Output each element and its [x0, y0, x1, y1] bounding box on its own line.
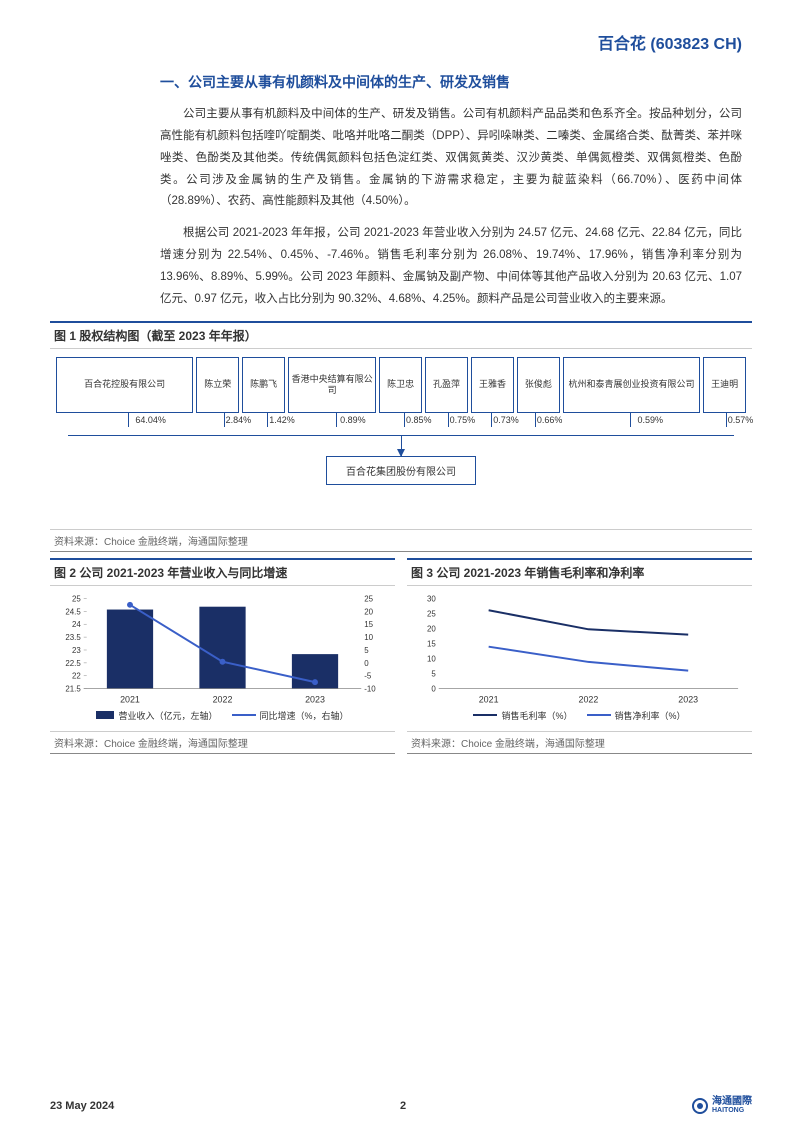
- svg-text:15: 15: [364, 620, 373, 629]
- shareholder-box: 陈卫忠: [379, 357, 422, 413]
- svg-text:-5: -5: [364, 671, 372, 680]
- paragraph-2: 根据公司 2021-2023 年年报，公司 2021-2023 年营业收入分别为…: [160, 223, 742, 310]
- target-company-box: 百合花集团股份有限公司: [326, 456, 476, 485]
- svg-text:23: 23: [72, 646, 81, 655]
- legend-bar: 营业收入（亿元，左轴）: [96, 709, 217, 722]
- logo-icon: [692, 1098, 708, 1114]
- figure-1-block: 图 1 股权结构图（截至 2023 年年报） 百合花控股有限公司陈立荣陈鹏飞香港…: [50, 321, 752, 552]
- svg-text:25: 25: [72, 594, 81, 603]
- legend-line: 同比增速（%，右轴）: [232, 709, 349, 722]
- svg-text:21.5: 21.5: [65, 684, 81, 693]
- page-footer: 23 May 2024 2 海通國際 HAITONG: [0, 1097, 802, 1114]
- svg-text:10: 10: [427, 654, 436, 663]
- shareholder-box: 百合花控股有限公司: [56, 357, 193, 413]
- svg-text:0: 0: [364, 658, 369, 667]
- shareholder-pct: 0.85%: [384, 415, 425, 433]
- svg-text:2023: 2023: [305, 694, 325, 704]
- shareholder-pct: 1.42%: [247, 415, 288, 433]
- footer-page: 2: [400, 1100, 406, 1112]
- shareholder-box: 陈鹏飞: [242, 357, 285, 413]
- figure-3-title: 图 3 公司 2021-2023 年销售毛利率和净利率: [407, 560, 752, 586]
- figure-2-block: 图 2 公司 2021-2023 年营业收入与同比增速 21.5 22 22.5 23…: [50, 558, 395, 754]
- shareholder-pct: 0.75%: [427, 415, 468, 433]
- svg-text:2023: 2023: [678, 694, 698, 704]
- svg-text:24: 24: [72, 620, 81, 629]
- svg-text:20: 20: [364, 607, 373, 616]
- svg-text:5: 5: [364, 646, 369, 655]
- svg-text:24.5: 24.5: [65, 607, 81, 616]
- svg-text:30: 30: [427, 594, 436, 603]
- shareholder-pct: 0.66%: [515, 415, 556, 433]
- chart-pair: 图 2 公司 2021-2023 年营业收入与同比增速 21.5 22 22.5 23…: [50, 558, 752, 754]
- figure-2-source: 资料来源：Choice 金融终端，海通国际整理: [50, 731, 395, 753]
- brand-logo: 海通國際 HAITONG: [692, 1097, 752, 1114]
- shareholder-box: 陈立荣: [196, 357, 239, 413]
- svg-text:22.5: 22.5: [65, 658, 81, 667]
- figure-3-source: 资料来源：Choice 金融终端，海通国际整理: [407, 731, 752, 753]
- legend-gross: 销售毛利率（%）: [473, 709, 572, 722]
- page-header: 百合花 (603823 CH): [0, 0, 802, 62]
- shareholder-box: 杭州和泰青展创业投资有限公司: [563, 357, 700, 413]
- section-1-title: 一、公司主要从事有机颜料及中间体的生产、研发及销售: [160, 72, 642, 92]
- svg-text:22: 22: [72, 671, 81, 680]
- figure-1-title: 图 1 股权结构图（截至 2023 年年报）: [50, 323, 752, 349]
- legend-net: 销售净利率（%）: [587, 709, 686, 722]
- figure-3-legend: 销售毛利率（%） 销售净利率（%）: [411, 709, 748, 722]
- shareholder-pct: 0.89%: [291, 415, 381, 433]
- svg-text:5: 5: [431, 669, 436, 678]
- shareholder-pct: 0.73%: [471, 415, 512, 433]
- svg-text:2022: 2022: [579, 694, 599, 704]
- svg-text:15: 15: [427, 639, 436, 648]
- figure-2-title: 图 2 公司 2021-2023 年营业收入与同比增速: [50, 560, 395, 586]
- footer-date: 23 May 2024: [50, 1100, 114, 1112]
- shareholder-box: 香港中央结算有限公司: [288, 357, 376, 413]
- svg-text:2022: 2022: [213, 694, 233, 704]
- brand-cn: 海通國際: [712, 1097, 752, 1107]
- figure-2-legend: 营业收入（亿元，左轴） 同比增速（%，右轴）: [54, 709, 391, 722]
- svg-text:2021: 2021: [120, 694, 140, 704]
- shareholder-pct: 0.59%: [558, 415, 702, 433]
- svg-text:10: 10: [364, 633, 373, 642]
- org-chart: 百合花控股有限公司陈立荣陈鹏飞香港中央结算有限公司陈卫忠孔盈萍王雅香张俊彪杭州和…: [50, 349, 752, 529]
- figure-3-chart: 0 5 10 15 20 25 30 2021 2022 2023 销售毛利率（%） 销售净利率（…: [407, 586, 752, 731]
- figure-3-block: 图 3 公司 2021-2023 年销售毛利率和净利率 0 5 10 15 20 25 30…: [407, 558, 752, 754]
- figure-2-chart: 21.5 22 22.5 23 23.5 24 24.5 25 -10 -5 0 5 10 15 20 25 2…: [50, 586, 395, 731]
- shareholder-pct: 64.04%: [56, 415, 200, 433]
- shareholder-box: 张俊彪: [517, 357, 560, 413]
- ticker: (603823 CH): [650, 36, 742, 53]
- paragraph-1: 公司主要从事有机颜料及中间体的生产、研发及销售。公司有机颜料产品品类和色系齐全。…: [160, 104, 742, 213]
- company-name: 百合花: [598, 36, 646, 53]
- svg-text:20: 20: [427, 624, 436, 633]
- svg-text:25: 25: [427, 609, 436, 618]
- svg-text:0: 0: [431, 684, 436, 693]
- connect-arrow: [401, 436, 402, 456]
- brand-en: HAITONG: [712, 1107, 752, 1114]
- shareholder-box: 孔盈萍: [425, 357, 468, 413]
- shareholder-pct: 2.84%: [203, 415, 244, 433]
- shareholder-pct: 0.57%: [705, 415, 746, 433]
- svg-text:-10: -10: [364, 684, 376, 693]
- shareholder-box: 王雅香: [471, 357, 514, 413]
- shareholder-box: 王迪明: [703, 357, 746, 413]
- svg-text:25: 25: [364, 594, 373, 603]
- figure-1-source: 资料来源：Choice 金融终端，海通国际整理: [50, 529, 752, 551]
- svg-text:2021: 2021: [479, 694, 499, 704]
- svg-text:23.5: 23.5: [65, 633, 81, 642]
